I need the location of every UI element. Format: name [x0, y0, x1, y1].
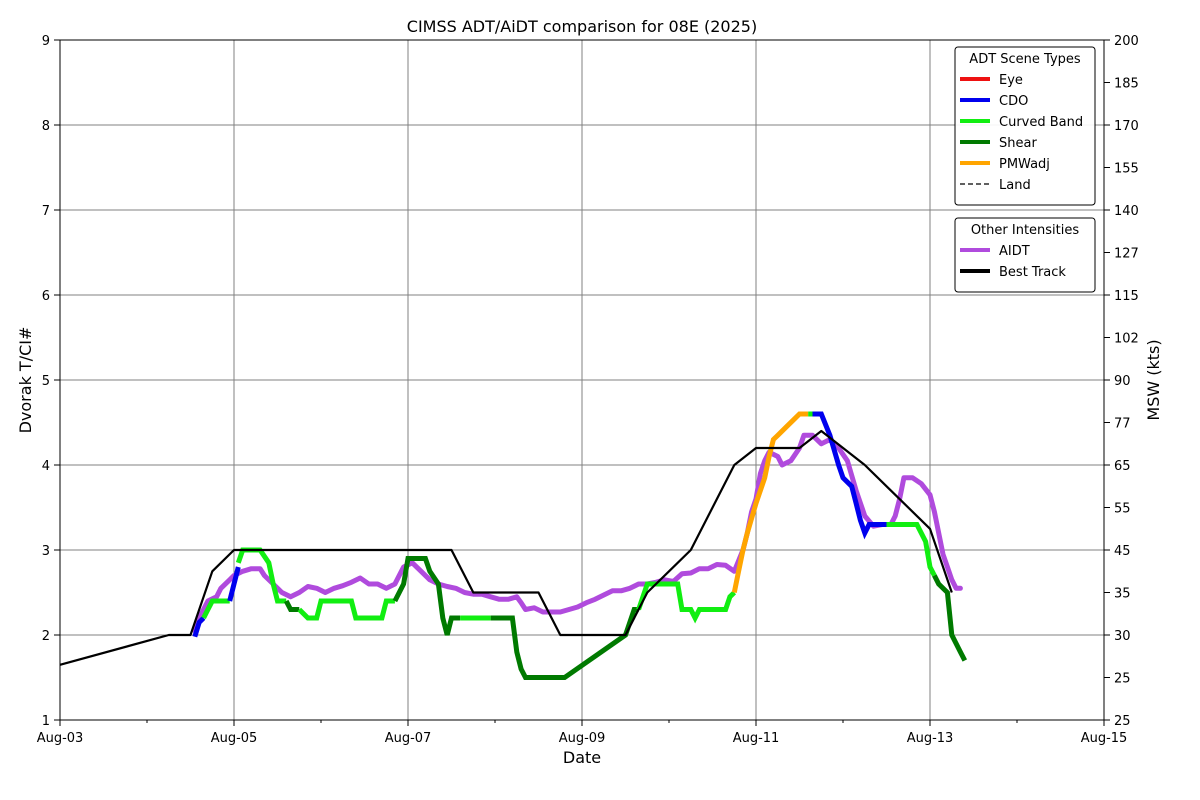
y2-tick-label: 140 — [1114, 204, 1139, 219]
x-tick-label: Aug-11 — [733, 731, 780, 746]
y2-tick-label: 185 — [1114, 77, 1139, 92]
y2-tick-label: 115 — [1114, 289, 1139, 304]
y2-tick-label: 35 — [1114, 587, 1131, 602]
legend-label: CDO — [999, 94, 1028, 109]
legends: ADT Scene Types Eye CDO Curved Band Shear PMW… — [954, 46, 1096, 293]
y2-tick-label: 200 — [1114, 34, 1139, 49]
legend-box — [954, 46, 1096, 206]
legend-label: AIDT — [999, 244, 1030, 259]
adt-segment-cdo — [812, 411, 887, 540]
adt-segment-curved-band — [201, 598, 230, 620]
x-tick-label: Aug-03 — [37, 731, 84, 746]
y-tick-label: 3 — [42, 544, 50, 559]
y-tick-label: 5 — [42, 374, 50, 389]
adt-segment-cdo — [192, 616, 206, 638]
adt-segment-shear — [283, 599, 300, 612]
y2-tick-label: 127 — [1114, 247, 1139, 262]
y-tick-label: 7 — [42, 204, 50, 219]
x-tick-label: Aug-13 — [907, 731, 954, 746]
adt-segment-shear — [932, 574, 968, 662]
legend-label: Shear — [999, 136, 1037, 151]
grid — [60, 40, 1104, 720]
y-tick-label: 2 — [42, 629, 50, 644]
y-tick-label: 8 — [42, 119, 50, 134]
chart-title: CIMSS ADT/AiDT comparison for 08E (2025) — [407, 17, 757, 36]
y2-tick-label: 90 — [1114, 374, 1131, 389]
y2-tick-label: 25 — [1114, 672, 1131, 687]
series-layer — [59, 411, 968, 680]
adt-segment-cdo — [227, 566, 241, 602]
y2-tick-label: 45 — [1114, 544, 1131, 559]
legend-label: Land — [999, 178, 1031, 193]
legend-box — [954, 217, 1096, 293]
y-tick-label: 4 — [42, 459, 50, 474]
y2-tick-label: 25 — [1114, 714, 1131, 729]
x-axis-title: Date — [563, 748, 601, 767]
adt-segment-shear — [392, 556, 461, 636]
adt-segment-curved-band — [297, 598, 395, 621]
y2-tick-label: 30 — [1114, 629, 1131, 644]
legend-title: Other Intensities — [971, 223, 1080, 238]
legend-label: Best Track — [999, 265, 1066, 280]
x-tick-label: Aug-05 — [211, 731, 258, 746]
y2-tick-label: 155 — [1114, 162, 1139, 177]
axes: Aug-03 Aug-05 Aug-07 Aug-09 Aug-11 Aug-13 Aug-… — [37, 34, 1139, 746]
y2-axis-title: MSW (kts) — [1144, 339, 1163, 420]
adt-segment-shear — [490, 607, 639, 680]
y2-tick-label: 55 — [1114, 502, 1131, 517]
y2-tick-label: 65 — [1114, 459, 1131, 474]
y2-tick-label: 170 — [1114, 119, 1139, 134]
legend-label: PMWadj — [999, 157, 1050, 172]
y-tick-label: 1 — [42, 714, 50, 729]
adt-segment-curved-band — [886, 522, 937, 577]
x-tick-label: Aug-07 — [385, 731, 432, 746]
best-track-line — [59, 429, 953, 666]
y-tick-label: 9 — [42, 34, 50, 49]
y2-tick-label: 102 — [1114, 332, 1139, 347]
legend-title: ADT Scene Types — [969, 52, 1081, 67]
y-tick-label: 6 — [42, 289, 50, 304]
x-tick-label: Aug-09 — [559, 731, 606, 746]
y-axis-title: Dvorak T/CI# — [16, 327, 35, 434]
aidt-line — [192, 432, 963, 634]
y2-tick-label: 77 — [1114, 417, 1131, 432]
x-tick-label: Aug-15 — [1081, 731, 1128, 746]
legend-label: Curved Band — [999, 115, 1083, 130]
adt-segment-curved-band — [636, 581, 737, 624]
legend-label: Eye — [999, 73, 1023, 88]
adt-segment-pmwadj — [731, 411, 809, 593]
